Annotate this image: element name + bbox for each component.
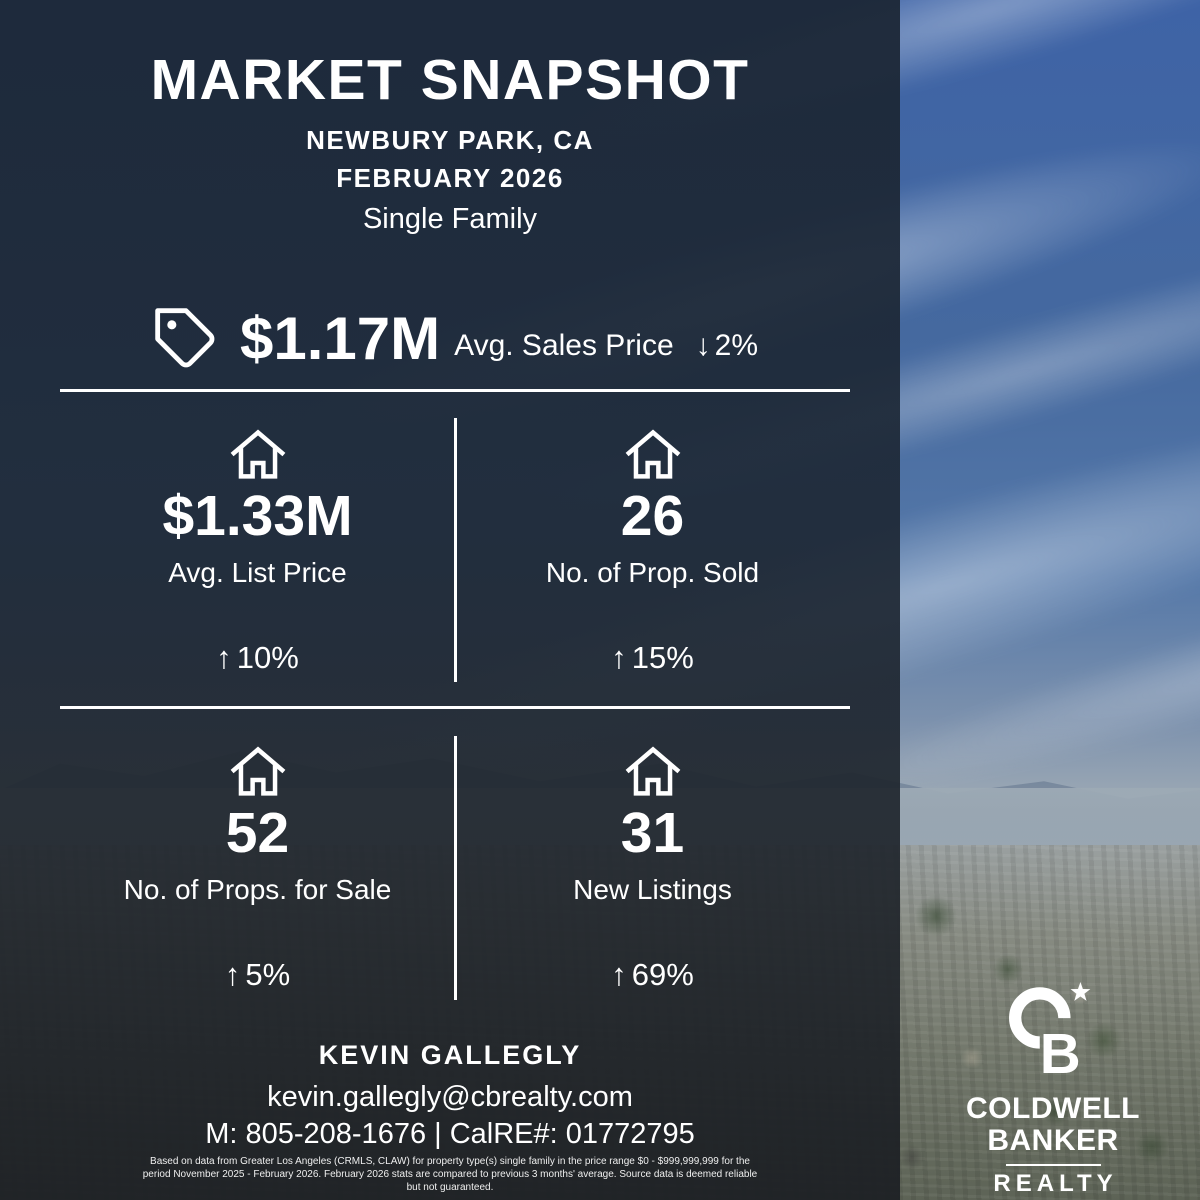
trend-percent: 10% <box>236 639 299 675</box>
trend-percent: 5% <box>245 956 291 992</box>
stat-trend: ↑ 5% <box>60 957 455 993</box>
brand-banker: BANKER <box>987 1124 1119 1157</box>
agent-name: KEVIN GALLEGLY <box>318 1040 582 1070</box>
up-arrow-icon: ↑ <box>611 956 627 992</box>
divider-horizontal-top <box>60 389 850 392</box>
avg-sales-price-trend: ↓ 2% <box>696 329 758 363</box>
agent-footer: KEVIN GALLEGLY kevin.gallegly@cbrealty.c… <box>0 1042 900 1149</box>
header: MARKET SNAPSHOT NEWBURY PARK, CA FEBRUAR… <box>0 52 900 236</box>
home-icon <box>455 745 850 797</box>
avg-sales-price-highlight: $1.17M Avg. Sales Price ↓ 2% <box>60 296 850 382</box>
cb-monogram-logo: B <box>1009 982 1091 1086</box>
stat-value: 31 <box>620 801 685 865</box>
property-type-label: Single Family <box>362 203 538 235</box>
coldwell-banker-logo-block: B COLDWELL BANKER REALTY <box>953 982 1153 1196</box>
agent-email: kevin.gallegly@cbrealty.com <box>267 1081 633 1113</box>
home-icon <box>455 428 850 480</box>
logo-b-letter: B <box>1040 1023 1081 1086</box>
stat-value: 52 <box>225 801 290 865</box>
brand-coldwell: COLDWELL <box>966 1092 1140 1125</box>
home-icon <box>60 428 455 480</box>
trend-percent: 2% <box>714 329 759 362</box>
divider-vertical-row1 <box>454 418 457 682</box>
avg-sales-price-label: Avg. Sales Price <box>454 329 674 362</box>
divider-horizontal-middle <box>60 706 850 709</box>
trend-percent: 69% <box>631 956 694 992</box>
stat-trend: ↑ 69% <box>455 957 850 993</box>
star-icon <box>1070 982 1091 1001</box>
stat-value: 26 <box>620 484 685 548</box>
brand-divider <box>1005 1164 1101 1166</box>
avg-sales-price-value: $1.17M <box>239 305 441 372</box>
up-arrow-icon: ↑ <box>216 639 232 675</box>
period-subtitle: FEBRUARY 2026 <box>336 163 564 193</box>
up-arrow-icon: ↑ <box>224 956 241 992</box>
stat-trend: ↑ 10% <box>60 640 455 676</box>
up-arrow-icon: ↑ <box>611 639 627 675</box>
stat-trend: ↑ 15% <box>455 640 850 676</box>
down-arrow-icon: ↓ <box>695 329 711 362</box>
stat-card-new-listings: 31 New Listings ↑ 69% <box>455 709 850 993</box>
price-tag-icon <box>155 308 215 368</box>
stat-card-props-sold: 26 No. of Prop. Sold ↑ 15% <box>455 392 850 676</box>
stat-label: Avg. List Price <box>168 557 347 588</box>
home-icon <box>60 745 455 797</box>
stat-label: No. of Props. for Sale <box>123 874 392 905</box>
page-title: MARKET SNAPSHOT <box>150 48 750 112</box>
location-subtitle: NEWBURY PARK, CA <box>306 125 594 155</box>
divider-vertical-row2 <box>454 736 457 1000</box>
brand-realty: REALTY <box>993 1170 1118 1197</box>
stat-label: No. of Prop. Sold <box>545 557 760 588</box>
stat-label: New Listings <box>573 874 732 905</box>
stat-card-avg-list-price: $1.33M Avg. List Price ↑ 10% <box>60 392 455 676</box>
dark-overlay-panel <box>0 0 900 1200</box>
trend-percent: 15% <box>631 639 694 675</box>
stat-card-props-for-sale: 52 No. of Props. for Sale ↑ 5% <box>60 709 455 993</box>
agent-contact-line: M: 805-208-1676 | CalRE#: 01772795 <box>205 1118 695 1150</box>
disclaimer-text: Based on data from Greater Los Angeles (… <box>142 1156 758 1194</box>
stat-value: $1.33M <box>162 484 353 548</box>
